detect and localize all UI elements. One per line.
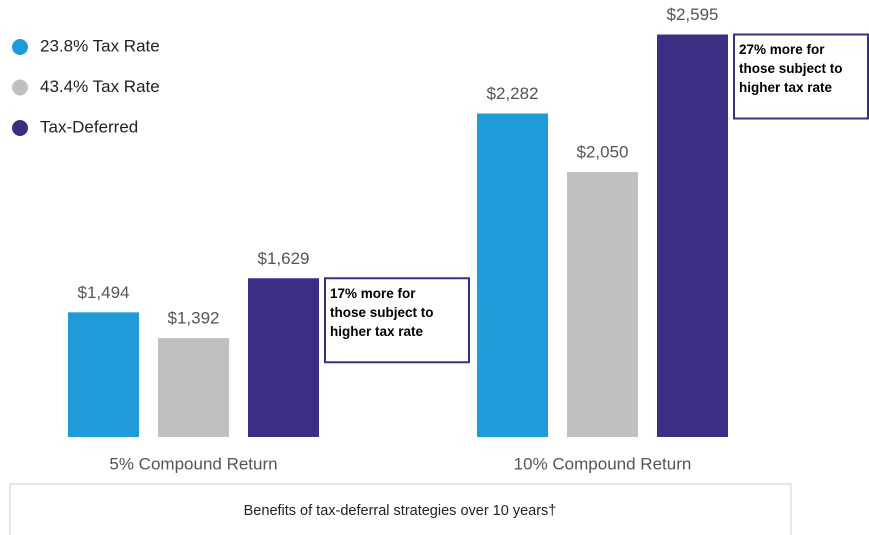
value-label: $2,282 — [487, 84, 539, 103]
x-tick-label: 5% Compound Return — [109, 454, 277, 473]
value-label: $2,050 — [577, 143, 629, 162]
value-label: $1,494 — [78, 283, 130, 302]
legend-label: Tax-Deferred — [40, 117, 138, 136]
legend-label: 43.4% Tax Rate — [40, 77, 160, 96]
footnote: Benefits of tax-deferral strategies over… — [244, 503, 557, 519]
legend-marker — [12, 79, 28, 96]
bar — [657, 34, 728, 437]
bar — [567, 172, 638, 437]
annotation-box — [733, 33, 869, 120]
bar — [68, 312, 139, 437]
annotation-text: those subject to — [330, 305, 434, 320]
annotation-text: higher tax rate — [330, 324, 424, 339]
bar — [477, 113, 548, 438]
bar — [158, 338, 229, 437]
annotation-text: 27% more for — [739, 42, 825, 57]
value-label: $1,392 — [168, 309, 220, 328]
annotation-text: higher tax rate — [739, 80, 833, 95]
legend-label: 23.8% Tax Rate — [40, 36, 160, 55]
legend-marker — [12, 120, 28, 136]
footnote-box — [9, 483, 792, 535]
annotation-text: 17% more for — [330, 286, 416, 301]
legend-marker — [12, 39, 28, 55]
annotation-text: those subject to — [739, 61, 843, 76]
value-label: $2,595 — [667, 5, 719, 24]
bar — [248, 278, 319, 437]
x-tick-label: 10% Compound Return — [514, 454, 692, 473]
value-label: $1,629 — [258, 249, 310, 268]
annotation-box — [324, 277, 470, 364]
